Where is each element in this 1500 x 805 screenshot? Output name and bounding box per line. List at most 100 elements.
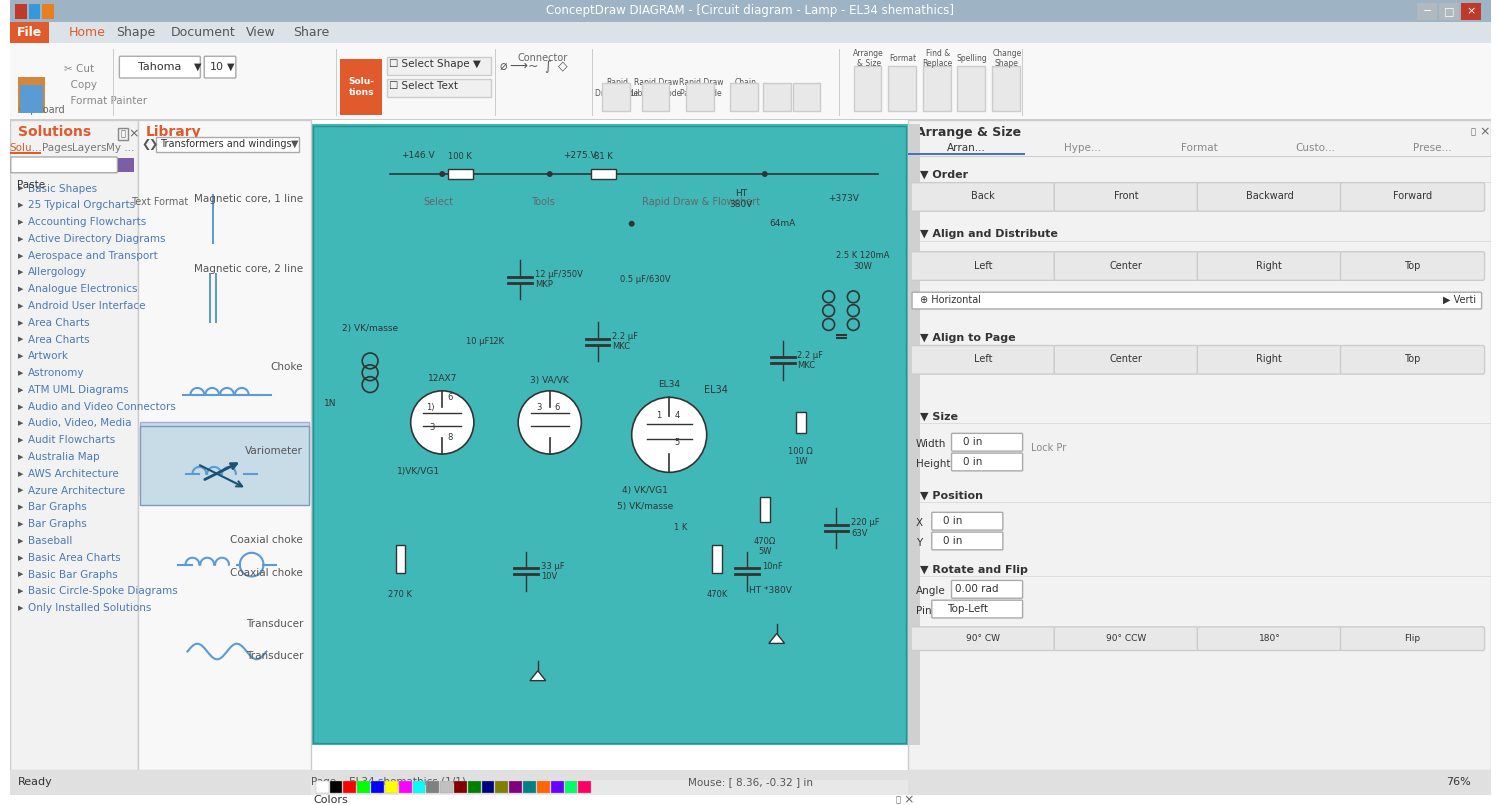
FancyBboxPatch shape: [204, 56, 236, 78]
Text: Transducer: Transducer: [246, 619, 303, 629]
Text: Magnetic core, 2 line: Magnetic core, 2 line: [194, 263, 303, 274]
Text: 1N: 1N: [324, 399, 338, 408]
Text: Analogue Electronics: Analogue Electronics: [27, 284, 136, 295]
Text: ▼ Size: ▼ Size: [920, 411, 958, 422]
Bar: [20, 85, 44, 113]
Text: Artwork: Artwork: [27, 351, 69, 361]
Text: 76%: 76%: [1446, 777, 1472, 786]
Bar: [712, 545, 722, 573]
Bar: [908, 241, 1491, 242]
Text: Audio, Video, Media: Audio, Video, Media: [27, 419, 130, 428]
Text: ▶: ▶: [18, 521, 22, 527]
Text: Format: Format: [890, 54, 916, 63]
Bar: [908, 125, 920, 745]
Bar: [18, 77, 45, 113]
Text: ▼ Align to Page: ▼ Align to Page: [920, 332, 1016, 343]
Bar: [1438, 3, 1460, 20]
Bar: [10, 0, 1491, 22]
Text: ▶: ▶: [18, 236, 22, 242]
Text: Android User Interface: Android User Interface: [27, 301, 146, 311]
FancyBboxPatch shape: [1341, 183, 1485, 211]
Bar: [118, 158, 134, 171]
Text: 64mA: 64mA: [770, 219, 796, 229]
Text: 5: 5: [674, 438, 680, 448]
Bar: [602, 83, 630, 110]
FancyBboxPatch shape: [951, 580, 1023, 598]
Text: 25 Typical Orgcharts: 25 Typical Orgcharts: [27, 200, 135, 210]
Text: ▶: ▶: [18, 403, 22, 410]
Circle shape: [762, 171, 768, 177]
Text: ▶: ▶: [18, 454, 22, 460]
Text: +373V: +373V: [828, 194, 860, 204]
Bar: [314, 126, 906, 743]
Text: Basic Bar Graphs: Basic Bar Graphs: [27, 569, 117, 580]
Text: Arran...: Arran...: [946, 143, 986, 153]
FancyBboxPatch shape: [932, 532, 1004, 550]
Text: ▶: ▶: [18, 185, 22, 192]
Text: Share: Share: [292, 26, 330, 39]
Bar: [386, 781, 398, 793]
Text: Format: Format: [1180, 143, 1218, 153]
Text: X: X: [916, 518, 922, 528]
Circle shape: [440, 171, 446, 177]
Bar: [370, 781, 384, 793]
Text: Allergology: Allergology: [27, 267, 87, 278]
FancyBboxPatch shape: [932, 512, 1004, 530]
Text: Audio and Video Connectors: Audio and Video Connectors: [27, 402, 176, 411]
Text: 10nF: 10nF: [762, 562, 783, 581]
Text: Variometer: Variometer: [244, 446, 303, 456]
Bar: [209, 274, 212, 323]
Text: Ready: Ready: [18, 777, 53, 786]
FancyBboxPatch shape: [910, 183, 1054, 211]
Text: 2.2 μF
MKC: 2.2 μF MKC: [612, 332, 639, 352]
Text: Height: Height: [916, 459, 951, 469]
Text: Layers: Layers: [72, 143, 106, 153]
Text: Solu...: Solu...: [9, 143, 42, 153]
Text: ▶: ▶: [18, 287, 22, 292]
Text: ▶: ▶: [18, 572, 22, 577]
Text: □: □: [1444, 6, 1455, 16]
FancyBboxPatch shape: [1341, 252, 1485, 280]
Text: 90° CCW: 90° CCW: [1106, 634, 1146, 643]
Text: 1: 1: [656, 411, 662, 419]
Bar: [1461, 3, 1480, 20]
Text: +275.V: +275.V: [562, 151, 597, 160]
Text: 0 in: 0 in: [963, 437, 982, 448]
Text: Top: Top: [1404, 261, 1420, 270]
Text: ▶: ▶: [18, 488, 22, 493]
Text: Find &
Replace: Find & Replace: [922, 48, 952, 68]
Text: EL34: EL34: [658, 381, 680, 390]
Text: 0.5 μF/630V: 0.5 μF/630V: [620, 275, 670, 284]
Text: Tools: Tools: [531, 197, 555, 208]
Text: ▶: ▶: [18, 202, 22, 208]
Text: ▼ Order: ▼ Order: [920, 170, 968, 180]
Text: ▼: ▼: [226, 62, 234, 72]
Text: 3: 3: [537, 403, 542, 412]
FancyBboxPatch shape: [1341, 627, 1485, 650]
Bar: [399, 781, 411, 793]
Text: 4) VK/VG1: 4) VK/VG1: [622, 486, 669, 495]
Bar: [448, 169, 472, 179]
Text: ×: ×: [1479, 126, 1490, 138]
Circle shape: [518, 391, 582, 454]
Text: Top-Left: Top-Left: [946, 604, 988, 614]
FancyBboxPatch shape: [951, 433, 1023, 451]
Text: Area Charts: Area Charts: [27, 318, 88, 328]
Text: 81 K: 81 K: [594, 152, 613, 161]
Text: Center: Center: [1110, 354, 1143, 365]
Text: Basic Circle-Spoke Diagrams: Basic Circle-Spoke Diagrams: [27, 586, 177, 597]
Bar: [426, 781, 439, 793]
Text: 2.2 μF
MKC: 2.2 μF MKC: [798, 351, 824, 370]
Bar: [118, 128, 129, 140]
Text: Page    EL34 shemathics (1/1): Page EL34 shemathics (1/1): [310, 777, 465, 786]
Circle shape: [632, 398, 706, 473]
Text: ▶: ▶: [18, 219, 22, 225]
Text: ▶: ▶: [18, 353, 22, 359]
Bar: [642, 83, 669, 110]
Bar: [591, 169, 616, 179]
Text: 12K: 12K: [488, 337, 504, 346]
Text: ❮: ❮: [141, 138, 150, 150]
Text: Solu-
tions: Solu- tions: [348, 77, 374, 97]
Text: Panels: Panels: [916, 197, 948, 208]
Bar: [908, 153, 1024, 155]
